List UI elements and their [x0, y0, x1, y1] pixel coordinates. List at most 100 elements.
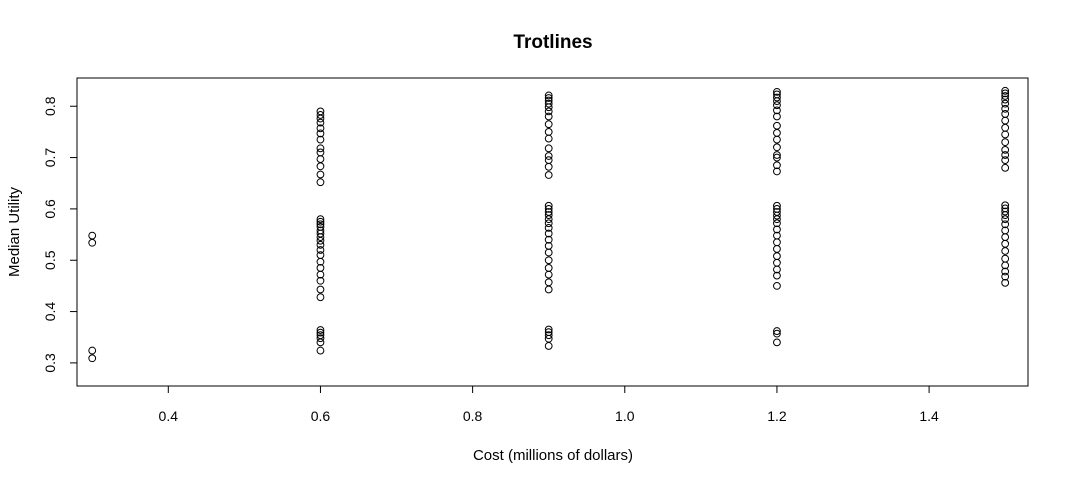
data-point — [316, 217, 325, 226]
data-point — [1001, 220, 1010, 229]
x-tick-label: 0.4 — [159, 408, 179, 424]
data-point — [1001, 207, 1010, 216]
data-point — [1001, 116, 1010, 125]
y-axis-label: Median Utility — [6, 186, 23, 277]
y-tick-label: 0.5 — [42, 250, 58, 270]
data-point — [1001, 138, 1010, 147]
data-point — [316, 162, 325, 171]
data-point — [316, 215, 325, 224]
data-point — [88, 238, 97, 247]
data-point — [773, 121, 781, 130]
data-point — [1001, 123, 1010, 132]
data-point — [1001, 247, 1010, 255]
data-point — [544, 270, 553, 279]
data-point — [773, 161, 781, 170]
data-point — [773, 252, 781, 261]
data-point — [316, 346, 325, 355]
data-point — [544, 223, 553, 232]
data-point — [544, 331, 553, 340]
data-point — [773, 135, 781, 144]
data-point — [1001, 151, 1010, 159]
data-point — [773, 282, 781, 290]
data-point — [316, 338, 325, 347]
data-point — [544, 342, 553, 350]
data-point — [773, 101, 781, 110]
x-tick-label: 1.2 — [767, 408, 787, 424]
y-tick-label: 0.3 — [42, 353, 58, 373]
data-point — [773, 87, 781, 96]
data-point — [1001, 163, 1010, 172]
data-point — [316, 148, 325, 157]
data-point — [544, 248, 553, 257]
data-point — [1001, 156, 1010, 165]
data-point — [316, 144, 325, 153]
data-point — [316, 285, 325, 294]
data-point — [88, 354, 97, 363]
data-point — [1001, 104, 1010, 113]
data-point — [1001, 110, 1010, 118]
data-point — [544, 211, 553, 219]
data-point — [1001, 215, 1010, 224]
data-point — [1001, 92, 1010, 100]
data-point — [773, 327, 781, 335]
data-point — [773, 329, 781, 338]
data-point — [316, 240, 325, 249]
y-tick-label: 0.7 — [42, 148, 58, 168]
data-point — [316, 155, 325, 164]
data-point — [544, 94, 553, 102]
data-point — [544, 215, 553, 224]
data-point — [773, 201, 781, 210]
data-point — [773, 225, 781, 234]
data-point — [316, 170, 325, 179]
data-point — [544, 103, 553, 112]
data-point — [544, 152, 553, 160]
data-point — [88, 346, 97, 355]
data-point — [773, 219, 781, 228]
data-point — [544, 229, 553, 238]
data-point — [773, 93, 781, 102]
data-point — [316, 135, 325, 144]
data-point — [1001, 233, 1010, 242]
data-point — [544, 91, 553, 100]
data-point — [544, 171, 553, 179]
data-point — [316, 334, 325, 343]
x-tick-label: 1.4 — [919, 408, 939, 424]
data-point — [773, 338, 781, 347]
data-point — [1001, 95, 1010, 104]
data-point — [1001, 254, 1010, 263]
data-point — [316, 118, 325, 127]
data-point — [773, 245, 781, 253]
data-point — [773, 167, 781, 176]
data-point — [544, 162, 553, 171]
data-point — [773, 215, 781, 224]
data-point — [773, 265, 781, 274]
data-point — [773, 106, 781, 115]
data-point — [1001, 278, 1010, 287]
data-point — [773, 211, 781, 220]
data-point — [773, 258, 781, 267]
data-point — [773, 112, 781, 121]
data-point — [544, 128, 553, 136]
y-axis: 0.3 0.4 0.5 0.6 0.7 0.8 — [42, 96, 78, 373]
data-point — [773, 129, 781, 137]
data-point — [773, 238, 781, 247]
data-point — [544, 134, 553, 143]
data-point — [316, 220, 325, 229]
data-point — [544, 219, 553, 228]
data-point — [544, 325, 553, 334]
data-point — [544, 256, 553, 265]
data-point — [316, 251, 325, 260]
data-point — [1001, 89, 1010, 98]
data-point — [316, 276, 325, 285]
data-point — [544, 205, 553, 213]
data-point — [1001, 239, 1010, 248]
y-tick-label: 0.4 — [42, 302, 58, 322]
data-point — [1001, 211, 1010, 219]
data-point — [316, 270, 325, 279]
data-point — [544, 201, 553, 210]
data-point — [544, 264, 553, 272]
data-point — [1001, 86, 1010, 95]
data-point — [773, 151, 781, 159]
data-point — [1001, 145, 1010, 154]
x-tick-label: 0.8 — [463, 408, 483, 424]
